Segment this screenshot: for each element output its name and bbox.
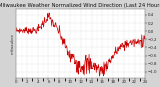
Y-axis label: milwaukee: milwaukee: [11, 33, 15, 54]
Title: Milwaukee Weather Normalized Wind Direction (Last 24 Hours): Milwaukee Weather Normalized Wind Direct…: [0, 3, 160, 8]
